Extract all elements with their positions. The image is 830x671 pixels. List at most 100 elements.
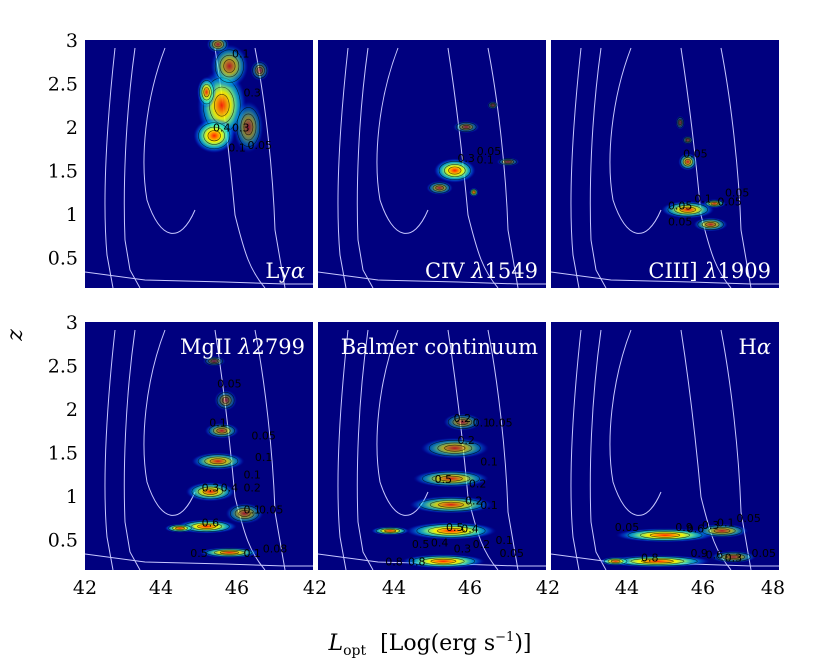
density-contour	[701, 220, 720, 229]
density-contour	[432, 184, 447, 192]
density-contour	[208, 358, 221, 365]
density-contour	[214, 49, 244, 83]
density-contour	[708, 201, 721, 207]
survey-contour	[318, 271, 546, 285]
contour-label: 0.4	[431, 537, 449, 550]
x-tick-label: 42	[73, 577, 97, 599]
density-contour	[431, 473, 471, 484]
density-contour	[472, 190, 476, 194]
survey-contour	[720, 47, 752, 288]
density-contour	[726, 554, 741, 560]
contour-label: 0.1	[232, 47, 250, 60]
density-contour	[427, 526, 475, 536]
density-blob	[693, 217, 728, 232]
density-blob	[197, 76, 217, 108]
density-contour	[422, 557, 465, 566]
y-tick-label: 1.5	[48, 161, 78, 183]
contour-label: 0.05	[259, 503, 284, 516]
density-blob	[420, 437, 489, 459]
survey-contour	[589, 329, 607, 570]
density-contour	[461, 124, 471, 130]
contour-label: 0.2	[473, 538, 491, 551]
density-contour	[252, 62, 268, 79]
survey-contour	[589, 47, 607, 288]
density-contour	[682, 157, 693, 167]
contour-label: 0.1	[473, 416, 491, 429]
panel-balmer: 0.2 0.10.050.20.10.5 0.20.10.20.50.40.5 0.4…	[318, 322, 546, 570]
survey-contour	[447, 47, 499, 288]
density-contour	[721, 553, 746, 561]
density-contour	[197, 486, 224, 497]
density-contour	[230, 505, 260, 522]
density-contour	[710, 201, 719, 206]
density-contour	[471, 189, 477, 195]
x-tick-label: 44	[615, 577, 639, 599]
density-contour	[447, 415, 477, 429]
density-contour	[208, 424, 235, 437]
density-contour	[674, 205, 702, 215]
density-blob	[487, 100, 499, 110]
density-contour	[429, 182, 450, 194]
density-contour	[199, 80, 215, 105]
y-tick-label: 2.5	[48, 74, 78, 96]
density-blob	[225, 502, 264, 524]
density-blob	[469, 187, 479, 197]
density-contour	[243, 118, 254, 136]
density-contour	[438, 161, 471, 180]
density-contour	[705, 222, 717, 227]
density-contour	[201, 84, 212, 101]
contour-label: 0.2	[454, 412, 472, 425]
survey-contour	[85, 553, 313, 567]
density-blob	[710, 550, 757, 564]
y-axis-label: z	[3, 329, 28, 342]
contour-label: 0.1	[243, 469, 261, 482]
density-blob	[250, 60, 270, 81]
y-tick-label: 1.5	[48, 443, 78, 465]
density-contour	[172, 525, 188, 531]
survey-contour	[487, 329, 519, 570]
contour-label: 0.05	[717, 195, 742, 208]
contour-label: 0.9	[690, 547, 708, 560]
density-contour	[238, 510, 251, 517]
density-contour	[234, 507, 255, 519]
density-blob	[443, 413, 482, 431]
y-tick-label: 3	[66, 312, 78, 334]
density-contour	[416, 524, 486, 538]
density-contour	[501, 159, 514, 165]
density-contour	[223, 59, 236, 73]
density-blob	[185, 482, 236, 502]
contour-label: 0.2	[243, 482, 261, 495]
density-contour	[198, 122, 231, 150]
density-contour	[197, 524, 217, 529]
survey-contour	[143, 329, 196, 516]
density-blob	[401, 554, 486, 569]
density-blob	[615, 528, 715, 543]
x-tick-label: 46	[225, 577, 249, 599]
density-blob	[604, 555, 711, 568]
panel-label: Hα	[738, 335, 771, 359]
x-axis-label-unit-sup: −1	[495, 630, 514, 645]
density-contour	[438, 501, 464, 508]
density-blob	[433, 158, 476, 183]
contour-label: 0.4	[221, 482, 239, 495]
contour-label: 0.8	[408, 556, 426, 569]
density-contour	[219, 54, 240, 78]
density-contour	[207, 130, 221, 142]
density-contour	[236, 107, 261, 147]
panel-label: CIII] λ1909	[648, 259, 771, 283]
survey-contour	[104, 329, 116, 570]
density-contour	[678, 120, 682, 126]
density-contour	[384, 529, 397, 533]
y-tick-label: 2	[66, 399, 78, 421]
contour-label: 0.3	[702, 519, 720, 532]
contour-label: 0.8	[385, 556, 403, 569]
density-contour	[428, 440, 481, 457]
x-axis-label-main: L	[328, 631, 344, 656]
density-contour	[175, 526, 185, 530]
survey-contour	[487, 47, 519, 288]
density-contour	[212, 426, 231, 435]
contour-label: 0.1	[228, 141, 246, 154]
